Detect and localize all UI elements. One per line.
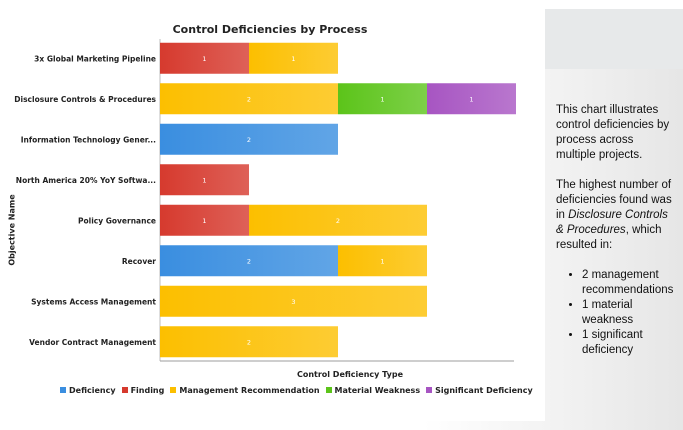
legend-item: Management Recommendation: [170, 385, 320, 395]
chart-legend: Deficiency Finding Management Recommendati…: [60, 384, 533, 396]
bar-deficiency: [160, 245, 338, 277]
legend-item: Significant Deficiency: [426, 386, 533, 395]
description-highest: The highest number of deficiencies found…: [556, 178, 676, 253]
category-label: Recover: [122, 257, 156, 266]
chart-title: Control Deficiencies by Process: [172, 23, 368, 36]
y-axis-label: Objective Name: [7, 194, 17, 266]
description-intro: This chart illustrates control deficienc…: [556, 104, 670, 161]
bar-management-recommendation: [249, 204, 427, 236]
description-bullet: 1 significant deficiency: [582, 328, 676, 358]
category-label: Systems Access Management: [31, 297, 156, 306]
chart-plot: 3x Global Marketing Pipeline 1 1 Disclosure…: [14, 39, 516, 362]
legend-label: Material Weakness: [334, 385, 421, 395]
description-bullets: 2 management recommendations 1 material …: [556, 268, 676, 358]
legend-swatch: [325, 387, 332, 393]
description-highest-suffix: , which resulted in:: [556, 224, 662, 251]
bar-value-label: 2: [247, 257, 251, 265]
description-highest-prefix: The highest number of deficiencies found…: [556, 179, 672, 221]
description-bullet: 1 material weakness: [582, 298, 676, 328]
bar-significant-deficiency: [427, 83, 516, 115]
x-axis-label: Control Deficiency Type: [296, 370, 404, 379]
legend-item: Finding: [121, 385, 165, 395]
legend-swatch: [170, 387, 177, 393]
bar-value-label: 1: [202, 217, 206, 225]
description-highest-process: Disclosure Controls & Procedures: [556, 209, 668, 236]
bar-value-label: 1: [380, 257, 384, 265]
legend-item: Material Weakness: [325, 385, 421, 395]
bar-value-label: 3: [291, 298, 295, 306]
bar-value-label: 1: [202, 55, 206, 63]
top-bar: [0, 0, 683, 9]
legend-swatch: [60, 387, 66, 393]
bar-value-label: 2: [247, 95, 251, 103]
bar-value-label: 1: [202, 176, 206, 184]
legend-label: Significant Deficiency: [435, 385, 533, 395]
legend-swatch: [121, 387, 128, 393]
legend-swatch: [426, 387, 433, 393]
category-label: Policy Governance: [78, 216, 156, 225]
bar-finding: [160, 42, 249, 74]
side-panel-header: [545, 9, 683, 69]
bar-value-label: 1: [469, 95, 473, 103]
legend-label: Finding: [130, 385, 165, 395]
chart-description: This chart illustrates control deficienc…: [556, 103, 676, 358]
bar-material-weakness: [338, 83, 427, 115]
bar-finding: [160, 204, 249, 236]
legend-label: Management Recommendation: [179, 385, 320, 395]
bar-management-recommendation: [338, 245, 427, 277]
bar-value-label: 2: [247, 338, 251, 346]
legend-item: Deficiency: [60, 386, 116, 395]
bar-deficiency: [160, 123, 338, 155]
bar-value-label: 2: [247, 136, 251, 144]
bar-finding: [160, 164, 249, 196]
bar-value-label: 1: [291, 55, 295, 63]
category-label: Disclosure Controls & Procedures: [14, 95, 156, 104]
category-label: North America 20% YoY Softwa...: [16, 176, 156, 185]
legend-label: Deficiency: [69, 385, 116, 395]
bar-value-label: 1: [380, 95, 384, 103]
category-label: 3x Global Marketing Pipeline: [34, 54, 156, 63]
description-bullet: 2 management recommendations: [582, 268, 676, 298]
category-label: Vendor Contract Management: [29, 338, 156, 347]
bar-management-recommendation: [160, 326, 338, 358]
bar-management-recommendation: [160, 83, 338, 115]
bar-value-label: 2: [336, 217, 340, 225]
bar-management-recommendation: [249, 42, 338, 74]
bar-management-recommendation: [160, 285, 427, 317]
category-label: Information Technology Gener...: [21, 135, 156, 144]
